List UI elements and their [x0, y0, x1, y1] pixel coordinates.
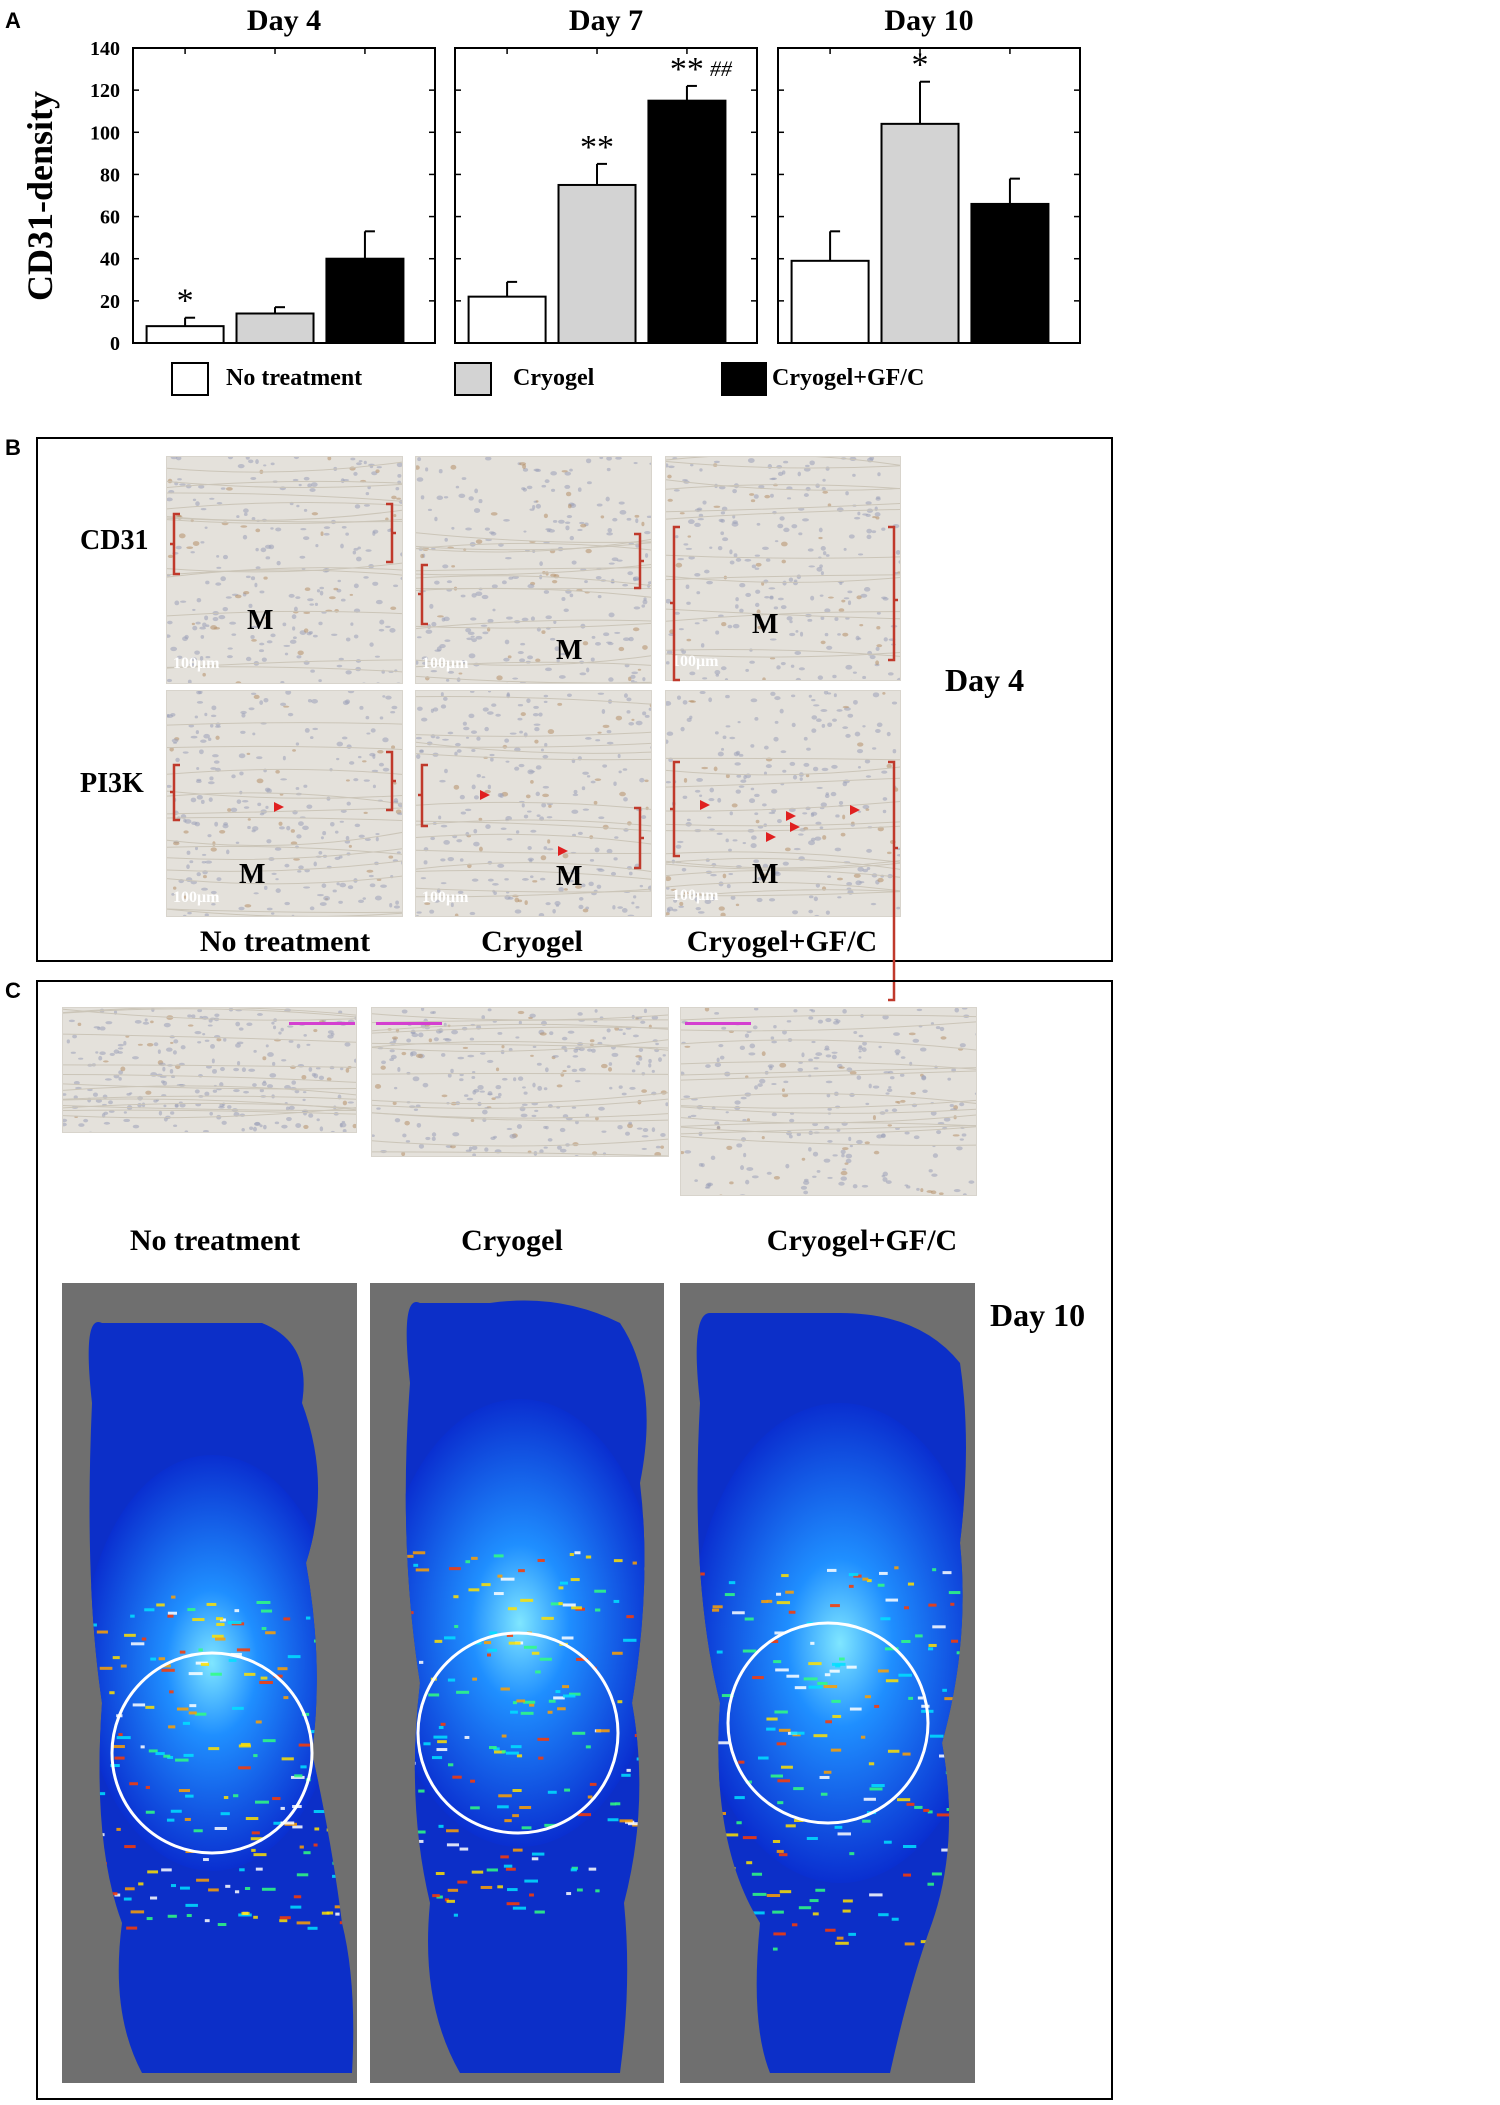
scale-bar-label: 100μm: [422, 889, 469, 906]
scale-bar-label: 100μm: [672, 887, 719, 904]
scale-bar: [289, 1022, 355, 1025]
roi-circle: [110, 1651, 314, 1855]
column-label-c-cryogel-gfc: Cryogel+GF/C: [766, 1224, 958, 1257]
significance-marker: *: [177, 283, 194, 320]
panel-b-box: [36, 437, 1113, 962]
significance-marker: **: [670, 51, 704, 88]
micrograph-c-cryogel: [371, 1007, 669, 1157]
row-label-pi3k: PI3K: [80, 768, 144, 799]
scale-bar-label: 100μm: [672, 653, 719, 670]
y-tick-label: 100: [90, 122, 120, 144]
panel-c-letter: C: [5, 978, 21, 1003]
scale-bar: [685, 1022, 751, 1025]
marker-m: M: [556, 635, 583, 666]
scale-bar-label: 100μm: [422, 655, 469, 672]
y-tick-label: 0: [110, 333, 120, 355]
marker-m: M: [247, 605, 274, 636]
roi-circle: [726, 1621, 930, 1825]
bar: [970, 202, 1050, 344]
significance-marker: *: [912, 47, 929, 84]
column-label-no-treatment: No treatment: [199, 925, 371, 958]
chart-title: Day 10: [884, 4, 973, 37]
bar: [145, 325, 225, 344]
marker-m: M: [239, 859, 266, 890]
significance-marker: ##: [710, 56, 733, 81]
panel-c-day-label: Day 10: [990, 1297, 1086, 1333]
column-label-cryogel: Cryogel: [481, 925, 583, 958]
bar: [325, 257, 405, 345]
bar: [467, 295, 547, 344]
bar: [647, 99, 727, 344]
panel-c-box: [36, 980, 1113, 2100]
marker-m: M: [556, 861, 583, 892]
legend-label-cryogel: Cryogel: [513, 365, 595, 391]
micrograph-pi3k-cryogel-gfc: M 100μm: [665, 690, 901, 917]
cd31-bar-chart: CD31-density 0 20 40 60 80 100 120 140 Day 4 * Day …: [20, 4, 1081, 355]
y-tick-label: 80: [100, 164, 120, 186]
significance-marker: **: [580, 129, 614, 166]
y-tick-label: 120: [90, 80, 120, 102]
chart-title: Day 7: [569, 4, 643, 37]
y-tick-label: 40: [100, 249, 120, 271]
micrograph-pi3k-no-treatment: M 100μm: [166, 690, 403, 917]
perfusion-image-no-treatment: [62, 1283, 357, 2083]
legend-swatch-cryogel: [454, 362, 492, 396]
perfusion-image-cryogel: [370, 1283, 664, 2083]
column-label-c-cryogel: Cryogel: [461, 1224, 563, 1257]
chart-title: Day 4: [247, 4, 321, 37]
marker-m: M: [752, 609, 779, 640]
perfusion-image-cryogel-gfc: [680, 1283, 975, 2083]
row-label-cd31: CD31: [80, 525, 149, 556]
micrograph-cd31-cryogel-gfc: M 100μm: [665, 456, 901, 681]
micrograph-cd31-cryogel: M 100μm: [415, 456, 652, 684]
scale-bar: [376, 1022, 442, 1025]
panel-b-letter: B: [5, 435, 21, 460]
bar: [235, 312, 315, 344]
y-tick-label: 60: [100, 207, 120, 229]
legend-swatch-no-treatment: [171, 362, 209, 396]
column-label-cryogel-gfc: Cryogel+GF/C: [686, 925, 878, 958]
bar: [557, 183, 637, 344]
y-axis-label: CD31-density: [20, 91, 60, 301]
y-tick-label: 140: [90, 38, 120, 60]
panel-a-letter: A: [5, 8, 21, 33]
bar: [880, 122, 960, 344]
micrograph-c-no-treatment: [62, 1007, 357, 1133]
y-tick-label: 20: [100, 291, 120, 313]
legend-label-cryogel-gfc: Cryogel+GF/C: [772, 365, 925, 391]
roi-circle: [416, 1631, 620, 1835]
marker-m: M: [752, 859, 779, 890]
scale-bar-label: 100μm: [173, 889, 220, 906]
panel-b-day-label: Day 4: [945, 662, 1025, 698]
column-label-c-no-treatment: No treatment: [129, 1224, 301, 1257]
micrograph-cd31-no-treatment: M 100μm: [166, 456, 403, 684]
micrograph-c-cryogel-gfc: [680, 1007, 977, 1196]
scale-bar-label: 100μm: [173, 655, 220, 672]
legend-swatch-cryogel-gfc: [721, 362, 767, 396]
bar: [790, 259, 870, 345]
legend-label-no-treatment: No treatment: [226, 365, 363, 391]
micrograph-pi3k-cryogel: M 100μm: [415, 690, 652, 917]
